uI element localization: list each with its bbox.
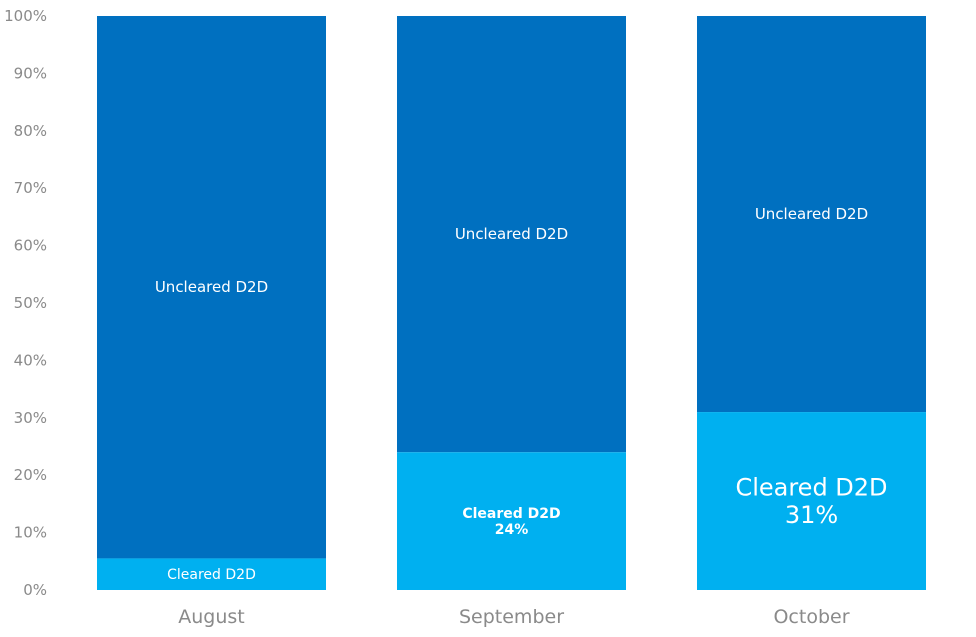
y-tick-label: 50% (14, 294, 47, 312)
bar-segment-cleared (397, 452, 626, 590)
y-tick-label: 40% (14, 351, 47, 369)
bars: Uncleared D2D Cleared D2D Uncleared D2D Cle… (97, 16, 926, 590)
y-tick-label: 60% (14, 237, 47, 255)
x-category-label: August (178, 606, 245, 628)
data-label-uncleared: Uncleared D2D (755, 205, 868, 223)
y-tick-label: 100% (4, 7, 47, 25)
y-tick-label: 70% (14, 179, 47, 197)
data-label-uncleared: Uncleared D2D (455, 225, 568, 243)
bar-segment-uncleared (97, 16, 326, 559)
x-category-label: September (459, 606, 564, 628)
bar-segment-uncleared (397, 16, 626, 453)
x-axis: August September October (178, 606, 849, 628)
bar-segment-cleared (697, 412, 926, 590)
bar-segment-cleared (97, 558, 326, 590)
x-category-label: October (773, 606, 849, 628)
y-tick-label: 20% (14, 466, 47, 484)
data-label-cleared: Cleared D2D 31% (735, 474, 887, 530)
data-label-cleared: Cleared D2D (167, 567, 256, 583)
y-tick-label: 30% (14, 409, 47, 427)
data-label-cleared: Cleared D2D 24% (462, 506, 560, 538)
y-tick-label: 80% (14, 122, 47, 140)
y-tick-label: 10% (14, 524, 47, 542)
y-tick-label: 90% (14, 64, 47, 82)
y-tick-label: 0% (23, 581, 47, 599)
data-label-uncleared: Uncleared D2D (155, 278, 268, 296)
y-axis: 0% 10% 20% 30% 40% 50% 60% 70% 80% 90% 100% (4, 7, 47, 599)
bar-segment-uncleared (697, 16, 926, 413)
